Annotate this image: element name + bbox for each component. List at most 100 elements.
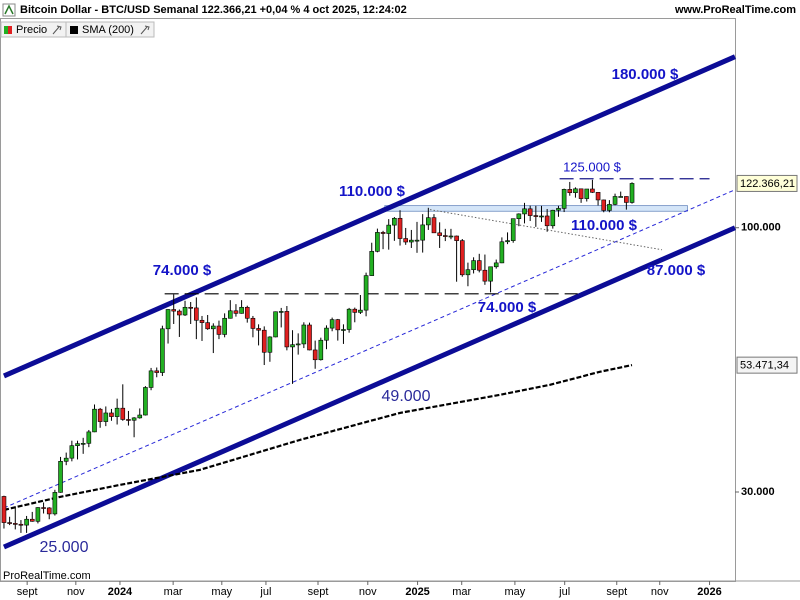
- candle-body: [465, 269, 471, 276]
- candle-body: [358, 309, 363, 313]
- candle-body: [227, 310, 233, 319]
- candle-body: [205, 322, 210, 330]
- candle-body: [624, 196, 629, 203]
- legend-swatch: [70, 26, 78, 34]
- candle-body: [363, 275, 369, 311]
- candle-body: [131, 417, 137, 421]
- candle-body: [561, 189, 567, 209]
- candle-body: [386, 224, 392, 234]
- candle-body: [92, 408, 97, 433]
- annotation: 74.000 $: [153, 262, 212, 279]
- candle-body: [392, 217, 397, 226]
- footer: ProRealTime.com: [3, 570, 91, 582]
- candle-body: [12, 523, 18, 525]
- legend-label: SMA (200): [82, 24, 134, 36]
- candle-body: [256, 328, 261, 331]
- candle-body: [550, 209, 556, 227]
- annotation: 125.000 $: [563, 159, 622, 174]
- candle-body: [426, 217, 431, 226]
- candle-body: [126, 419, 131, 421]
- candle-body: [403, 238, 408, 243]
- candle-body: [329, 319, 335, 329]
- x-tick-label: 2024: [108, 586, 133, 598]
- candle-body: [171, 309, 177, 312]
- candle-body: [499, 241, 505, 264]
- candle-body: [476, 260, 482, 271]
- candle-body: [443, 235, 448, 237]
- candle-body: [86, 431, 92, 444]
- candle-body: [199, 319, 205, 323]
- x-tick-label: nov: [359, 586, 377, 598]
- legend-settings-icon: [140, 25, 150, 35]
- candle-body: [431, 217, 437, 234]
- candle-body: [335, 319, 341, 331]
- candle-body: [261, 329, 267, 353]
- price-label-box: [736, 174, 798, 192]
- candle-body: [46, 507, 52, 515]
- candle-body: [595, 192, 601, 201]
- candle-body: [239, 306, 244, 314]
- candle-body: [278, 311, 284, 313]
- candle-body: [182, 306, 188, 316]
- legend-box: [65, 21, 155, 38]
- candle-body: [148, 370, 154, 388]
- candle-body: [584, 188, 590, 199]
- candle-body: [318, 339, 324, 361]
- candle-body: [120, 407, 126, 420]
- candle-body: [295, 343, 301, 346]
- candle-body: [414, 239, 420, 242]
- candle-body: [539, 215, 544, 218]
- candle-body: [103, 412, 109, 422]
- candle-body: [154, 370, 160, 373]
- chart-title: Bitcoin Dollar - BTC/USD Semanal 122.366…: [20, 4, 407, 16]
- candle-body: [578, 188, 584, 199]
- annotation: 110.000 $: [571, 217, 638, 234]
- candle-body: [18, 523, 24, 526]
- candle-body: [301, 324, 307, 345]
- candle-body: [459, 240, 465, 276]
- candle-body: [409, 239, 414, 243]
- candle-body: [69, 445, 75, 459]
- candle-body: [143, 387, 148, 416]
- candle-body: [1, 496, 7, 523]
- legend-swatch: [8, 26, 12, 34]
- candle-body: [267, 336, 273, 353]
- candle-body: [556, 208, 561, 211]
- y-tick-label: 30.000: [741, 486, 775, 498]
- sma-line: [3, 364, 633, 511]
- candle-body: [471, 260, 476, 270]
- candle-body: [629, 183, 635, 203]
- candle-body: [29, 518, 35, 522]
- candle-body: [346, 308, 352, 330]
- candle-body: [573, 188, 578, 194]
- candle-body: [63, 457, 69, 462]
- annotation: 25.000: [40, 539, 89, 556]
- candle-body: [188, 306, 193, 309]
- candle-body: [284, 311, 290, 348]
- candle-body: [244, 306, 250, 319]
- candle-body: [216, 325, 222, 335]
- candle-body: [544, 215, 550, 227]
- candle-body: [109, 412, 114, 417]
- candle-body: [233, 310, 239, 314]
- candle-body: [590, 188, 595, 193]
- price-label: 53.471,34: [740, 360, 789, 372]
- annotation: 74.000 $: [478, 299, 537, 316]
- candle-body: [80, 443, 86, 445]
- x-tick-label: 2025: [405, 586, 429, 598]
- candle-body: [160, 328, 165, 373]
- candle-body: [35, 507, 41, 522]
- candle-body: [601, 199, 607, 211]
- candle-body: [482, 269, 488, 282]
- candle-body: [567, 189, 573, 194]
- candle-body: [75, 443, 80, 446]
- x-tick-label: jul: [259, 586, 271, 598]
- candle-body: [437, 232, 442, 236]
- annotation: 87.000 $: [647, 262, 706, 279]
- candle-body: [369, 251, 375, 276]
- x-tick-label: sept: [308, 586, 329, 598]
- legend-label: Precio: [16, 24, 47, 36]
- annotation: 110.000 $: [339, 183, 406, 200]
- candle-body: [24, 518, 29, 526]
